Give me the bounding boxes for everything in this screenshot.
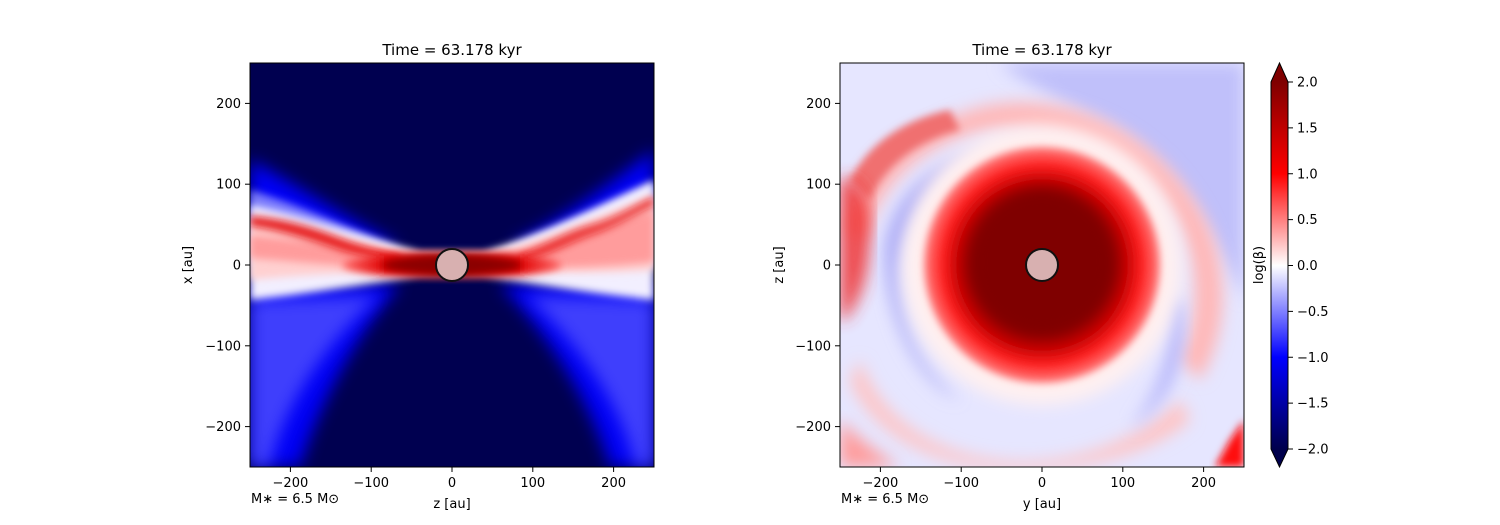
- y-tick-label: 200: [216, 97, 241, 112]
- colorbar-tick-label: −1.5: [1297, 397, 1329, 412]
- colorbar-label: log(β): [1252, 246, 1267, 284]
- colorbar-extend-min: [1271, 449, 1288, 467]
- left-x-ticks: −200 −100 0 100 200: [273, 467, 626, 491]
- colorbar-extend-max: [1271, 63, 1288, 82]
- left-title: Time = 63.178 kyr: [381, 41, 522, 59]
- colorbar: −2.0 −1.5 −1.0 −0.5 0.0 0.5 1.0 1.5 2.0 log(β): [1252, 61, 1329, 469]
- right-x-label: y [au]: [1023, 497, 1061, 512]
- x-tick-label: 100: [1110, 476, 1135, 491]
- right-y-label: z [au]: [772, 246, 787, 283]
- left-x-label: z [au]: [433, 497, 470, 512]
- colorbar-gradient: [1271, 82, 1288, 449]
- y-tick-label: 0: [823, 259, 831, 274]
- x-tick-label: −200: [863, 476, 899, 491]
- y-tick-label: 100: [806, 178, 831, 193]
- right-panel: Time = 63.178 kyr −200 −100 0 100 200 −200 −1…: [772, 41, 1245, 512]
- y-tick-label: −100: [205, 339, 241, 354]
- right-y-ticks: −200 −100 0 100 200: [795, 97, 840, 435]
- colorbar-tick-label: −2.0: [1297, 443, 1329, 458]
- x-tick-label: −100: [943, 476, 979, 491]
- right-mass-annotation: M∗ = 6.5 M⊙: [841, 492, 929, 507]
- x-tick-label: −200: [273, 476, 309, 491]
- left-mass-annotation: M∗ = 6.5 M⊙: [251, 492, 339, 507]
- left-panel: Time = 63.178 kyr −200 −100 0 100 200 −200 −1…: [181, 41, 655, 512]
- sink-particle-left: [435, 248, 469, 282]
- y-tick-label: 100: [216, 178, 241, 193]
- y-tick-label: 200: [806, 97, 831, 112]
- right-title: Time = 63.178 kyr: [971, 41, 1112, 59]
- y-tick-label: 0: [233, 259, 241, 274]
- colorbar-tick-label: 2.0: [1297, 76, 1318, 91]
- colorbar-tick-label: 1.0: [1297, 167, 1318, 182]
- colorbar-tick-label: 1.5: [1297, 121, 1318, 136]
- x-tick-label: −100: [353, 476, 389, 491]
- colorbar-tick-label: 0.0: [1297, 259, 1318, 274]
- x-tick-label: 100: [520, 476, 545, 491]
- colorbar-tick-label: −1.0: [1297, 351, 1329, 366]
- colorbar-ticks: −2.0 −1.5 −1.0 −0.5 0.0 0.5 1.0 1.5 2.0: [1288, 76, 1329, 458]
- x-tick-label: 200: [1191, 476, 1216, 491]
- colorbar-tick-label: −0.5: [1297, 305, 1329, 320]
- left-y-ticks: −200 −100 0 100 200: [205, 97, 250, 435]
- y-tick-label: −200: [795, 420, 831, 435]
- left-heatmap: [250, 63, 654, 467]
- y-tick-label: −200: [205, 420, 241, 435]
- left-y-label: x [au]: [181, 246, 196, 284]
- sink-particle-right: [1025, 248, 1059, 282]
- x-tick-label: 0: [1038, 476, 1046, 491]
- y-tick-label: −100: [795, 339, 831, 354]
- right-x-ticks: −200 −100 0 100 200: [863, 467, 1216, 491]
- x-tick-label: 200: [601, 476, 626, 491]
- colorbar-tick-label: 0.5: [1297, 213, 1318, 228]
- x-tick-label: 0: [448, 476, 456, 491]
